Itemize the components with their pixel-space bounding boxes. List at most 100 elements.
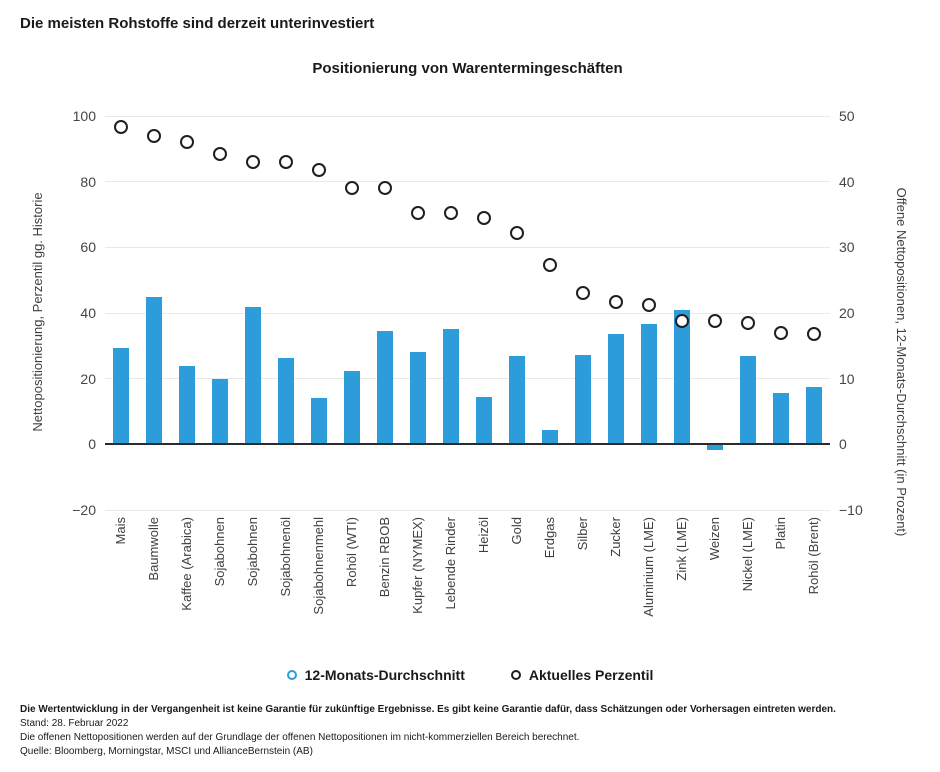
bar — [344, 370, 361, 445]
y-axis-tick-left: −20 — [72, 502, 96, 518]
percentile-marker — [641, 297, 656, 312]
percentile-marker — [575, 286, 590, 301]
gridline — [105, 115, 830, 117]
y-axis-tick-right: 50 — [839, 108, 855, 124]
y-axis-tick-left: 0 — [88, 436, 96, 453]
x-axis-label: Sojabohnenöl — [278, 517, 294, 597]
x-axis-line — [105, 443, 830, 446]
bar — [607, 334, 624, 445]
footnotes: Die Wertentwicklung in der Vergangenheit… — [20, 703, 922, 759]
x-axis-label: Aluminium (LME) — [640, 517, 656, 617]
bar — [410, 351, 427, 445]
bar — [113, 347, 130, 445]
legend-label: Aktuelles Perzentil — [528, 667, 654, 683]
x-axis-label: Heizöl — [475, 517, 491, 554]
legend-label: 12-Monats-Durchschnitt — [304, 667, 465, 683]
percentile-marker — [378, 181, 393, 196]
x-axis-label: Lebende Rinder — [443, 517, 459, 610]
y-axis-tick-left: 60 — [80, 239, 96, 256]
right-axis-title: Offene Nettopositionen, 12-Monats-Durchs… — [894, 187, 909, 537]
y-axis-tick-right: 40 — [839, 173, 855, 190]
percentile-marker — [213, 146, 228, 161]
x-axis-label: Gold — [508, 517, 524, 545]
plot-area — [105, 115, 830, 511]
gridline — [105, 312, 830, 314]
percentile-marker — [180, 135, 195, 150]
bar — [278, 357, 295, 445]
bar — [739, 355, 756, 445]
x-axis-label: Zucker — [607, 517, 623, 557]
y-axis-tick-left: 40 — [80, 305, 96, 321]
y-axis-tick-right: 0 — [839, 436, 847, 453]
bar — [443, 329, 460, 445]
percentile-marker — [608, 294, 623, 309]
bar — [245, 307, 262, 445]
bar — [311, 398, 328, 445]
bar — [772, 393, 789, 445]
percentile-marker — [444, 205, 459, 220]
percentile-marker — [411, 205, 426, 220]
bar — [146, 297, 163, 445]
y-axis-tick-left: 100 — [72, 108, 96, 124]
x-axis-label: Baumwolle — [146, 517, 162, 581]
legend-item-percentile: Aktuelles Perzentil — [510, 667, 654, 683]
bar — [508, 355, 525, 445]
bar — [673, 310, 690, 445]
methodology-note: Die offenen Nettopositionen werden auf d… — [20, 732, 580, 743]
x-axis-label: Rohöl (Brent) — [805, 517, 821, 595]
x-axis-label: Platin — [772, 517, 788, 550]
y-axis-tick-right: 10 — [839, 370, 855, 387]
x-axis-label: Sojabohnen — [212, 517, 228, 587]
bar — [574, 355, 591, 445]
source-note: Quelle: Bloomberg, Morningstar, MSCI und… — [20, 746, 313, 757]
x-axis-label: Rohöl (WTI) — [344, 517, 360, 588]
gridline — [105, 509, 830, 511]
page-title: Die meisten Rohstoffe sind derzeit unter… — [20, 15, 375, 32]
bar — [541, 429, 558, 445]
bar — [179, 366, 196, 445]
y-axis-tick-right: 20 — [839, 305, 855, 321]
chart-title: Positionierung von Warentermingeschäften — [312, 60, 623, 77]
percentile-marker — [773, 325, 788, 340]
percentile-marker — [806, 327, 821, 342]
x-axis-label: Erdgas — [541, 517, 557, 559]
bar — [640, 323, 657, 445]
percentile-marker — [312, 163, 327, 178]
x-axis-label: Benzin RBOB — [377, 517, 393, 598]
percentile-marker — [674, 314, 689, 329]
percentile-marker — [279, 154, 294, 169]
y-axis-tick-right: −10 — [839, 502, 863, 518]
y-axis-tick-left: 80 — [80, 173, 96, 190]
gridline — [105, 181, 830, 183]
disclaimer-text: Die Wertentwicklung in der Vergangenheit… — [20, 704, 836, 715]
percentile-marker — [246, 154, 261, 169]
x-axis-label: Weizen — [706, 517, 722, 561]
x-axis-label: Zink (LME) — [673, 517, 689, 581]
bar — [805, 387, 822, 445]
percentile-marker — [114, 120, 129, 135]
blue-ring-icon — [286, 670, 297, 680]
bar — [475, 397, 492, 445]
percentile-marker — [147, 128, 162, 143]
gridline — [105, 378, 830, 380]
bar — [377, 330, 394, 445]
percentile-marker — [740, 315, 755, 330]
percentile-marker — [345, 181, 360, 196]
x-axis-label: Kupfer (NYMEX) — [410, 517, 426, 614]
x-axis-label: Sojabohnenmehl — [311, 517, 327, 615]
gridline — [105, 246, 830, 248]
x-axis-label: Silber — [574, 517, 590, 551]
x-axis-label: Nickel (LME) — [739, 517, 755, 592]
chart-legend: 12-Monats-Durchschnitt Aktuelles Perzent… — [0, 667, 940, 683]
x-axis-label: Mais — [113, 517, 129, 545]
as-of-date: Stand: 28. Februar 2022 — [20, 718, 129, 729]
y-axis-tick-right: 30 — [839, 239, 855, 256]
x-axis-label: Sojabohnen — [245, 517, 261, 587]
legend-item-average: 12-Monats-Durchschnitt — [286, 667, 465, 683]
percentile-marker — [707, 314, 722, 329]
bar — [706, 444, 723, 450]
bar — [212, 379, 229, 445]
black-ring-icon — [510, 670, 521, 680]
percentile-marker — [509, 225, 524, 240]
